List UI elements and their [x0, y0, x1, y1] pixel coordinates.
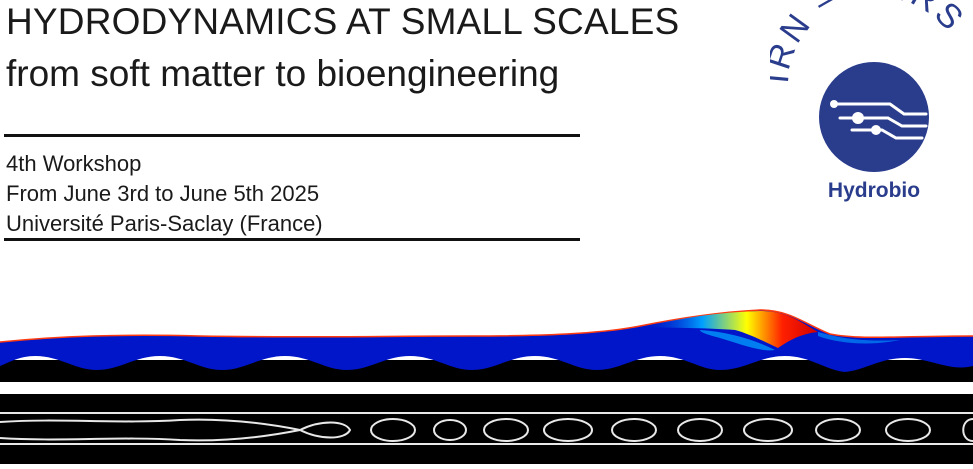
droplet — [433, 419, 467, 441]
divider-bottom — [4, 238, 580, 241]
fluid-film-figure — [0, 309, 973, 382]
fluid-hotspot — [640, 311, 818, 348]
simulation-figures — [0, 309, 973, 464]
liquid-thread — [0, 418, 352, 442]
event-edition: 4th Workshop — [6, 151, 142, 176]
divider-top — [4, 134, 580, 137]
droplet — [611, 418, 657, 442]
page-title: HYDRODYNAMICS AT SMALL SCALES — [6, 1, 680, 42]
droplet — [743, 418, 793, 442]
event-dates: From June 3rd to June 5th 2025 — [6, 181, 320, 206]
droplet — [885, 418, 931, 442]
irn-cnrs-logo: IRN – CNRS Hydrobio — [770, 0, 969, 202]
droplet — [543, 418, 593, 442]
droplet — [677, 418, 723, 442]
droplet-channel-figure — [0, 394, 973, 464]
droplet — [962, 418, 973, 442]
event-info: 4th Workshop From June 3rd to June 5th 2… — [6, 149, 323, 239]
droplet — [370, 418, 416, 442]
logo-name: Hydrobio — [828, 179, 920, 202]
event-venue: Université Paris-Saclay (France) — [6, 211, 323, 236]
fluid-top-edge — [0, 309, 973, 343]
droplet — [815, 418, 861, 442]
page-subtitle: from soft matter to bioengineering — [6, 53, 560, 94]
droplet — [483, 418, 529, 442]
